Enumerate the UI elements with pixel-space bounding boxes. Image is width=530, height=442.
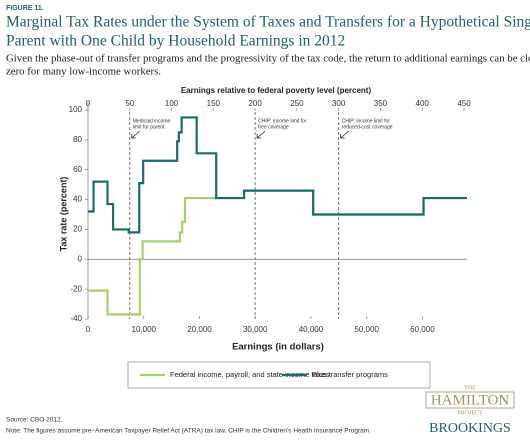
- annotation-text: reduced-cost coverage: [342, 124, 393, 130]
- y-tick-label: -40: [70, 314, 82, 323]
- note: Note: The figures assume pre–American Ta…: [6, 428, 371, 435]
- top-tick-label: 350: [374, 99, 388, 108]
- y-tick-label: 20: [73, 225, 82, 234]
- annotation-arrow: [256, 130, 266, 139]
- legend-label: Plus transfer programs: [312, 370, 388, 379]
- y-tick-label: 80: [73, 135, 82, 144]
- x-tick-label: 30,000: [243, 325, 268, 334]
- annotation-arrowhead: [256, 134, 262, 139]
- annotation-text: Medicaid income: [133, 118, 171, 124]
- source: Source: CBO 2012.: [6, 417, 63, 424]
- logo-project: PROJECT: [457, 410, 483, 416]
- annotation-arrow: [340, 130, 349, 139]
- top-tick-label: 250: [290, 99, 304, 108]
- logo-brookings: BROOKINGS: [429, 421, 511, 436]
- annotation-arrow: [131, 130, 141, 139]
- annotation-text: limit for parent: [133, 124, 165, 130]
- series-line: [88, 189, 467, 316]
- annotation-arrowhead: [131, 134, 136, 139]
- top-axis-title: Earnings relative to federal poverty lev…: [181, 86, 372, 95]
- logo-the: THE: [464, 385, 476, 391]
- top-tick-label: 150: [207, 99, 221, 108]
- y-tick-label: 100: [69, 105, 83, 114]
- y-tick-label: -20: [70, 284, 82, 293]
- x-tick-label: 10,000: [132, 325, 157, 334]
- y-axis-title: Tax rate (percent): [58, 177, 68, 252]
- top-tick-label: 400: [416, 99, 430, 108]
- top-tick-label: 100: [165, 99, 179, 108]
- x-tick-label: 0: [86, 325, 91, 334]
- top-tick-label: 200: [248, 99, 262, 108]
- series-line: [88, 116, 467, 234]
- annotation-arrowhead: [340, 134, 345, 139]
- title-line: Marginal Tax Rates under the System of T…: [6, 14, 530, 31]
- logo-frame: [425, 391, 515, 409]
- x-axis-title: Earnings (in dollars): [232, 342, 324, 353]
- legend-box: [127, 361, 431, 389]
- top-tick-label: 300: [332, 99, 346, 108]
- logo-hamilton: HAMILTON: [431, 392, 510, 408]
- logo: THE HAMILTON PROJECT BROOKINGS: [425, 385, 515, 436]
- top-tick-label: 450: [457, 99, 471, 108]
- legend-label: Federal income, payroll, and state incom…: [170, 370, 329, 379]
- top-tick-label: 0: [86, 99, 91, 108]
- y-tick-label: 40: [73, 195, 82, 204]
- top-tick-label: 50: [125, 99, 134, 108]
- subtitle-line: Given the phase-out of transfer programs…: [6, 52, 530, 64]
- figure-label: FIGURE 11.: [6, 5, 44, 12]
- y-tick-label: 0: [78, 254, 83, 263]
- x-tick-label: 60,000: [410, 325, 435, 334]
- title-line: Parent with One Child by Household Earni…: [6, 33, 345, 50]
- annotation-text: free coverage: [258, 124, 289, 130]
- annotation-text: CHIP: income limit for: [258, 118, 307, 124]
- x-tick-label: 20,000: [187, 325, 212, 334]
- subtitle-line: zero for many low-income workers.: [6, 65, 161, 77]
- y-tick-label: 60: [73, 165, 82, 174]
- annotation-text: CHIP: income limit for: [342, 118, 391, 124]
- x-tick-label: 40,000: [299, 325, 324, 334]
- x-tick-label: 50,000: [354, 325, 379, 334]
